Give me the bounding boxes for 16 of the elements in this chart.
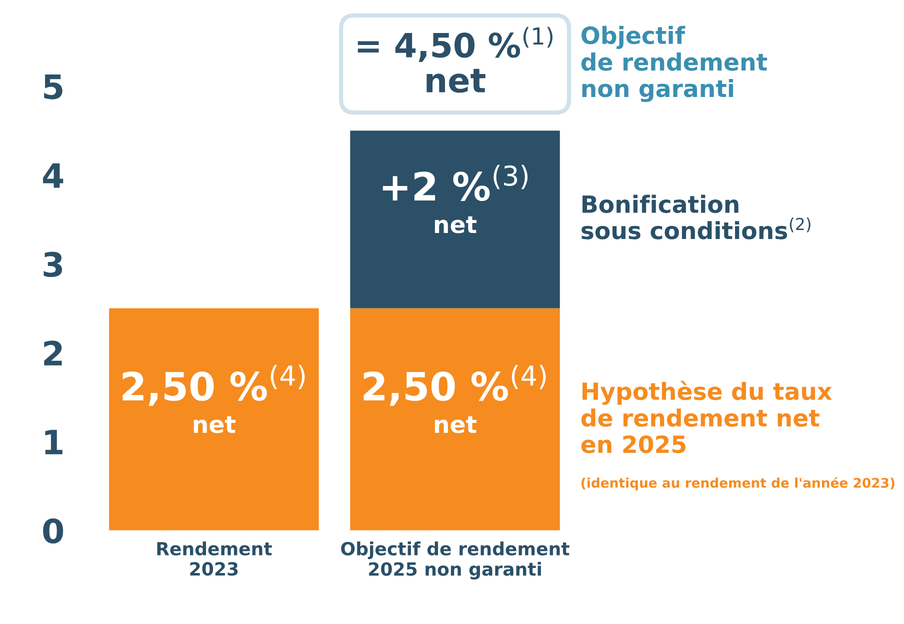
series-label: Hypothèse du taux de rendement net en 2025 xyxy=(581,380,832,454)
y-tick-label: 3 xyxy=(44,252,62,278)
text: 2,50 %$^{(4)}$ net xyxy=(364,364,546,434)
series-label: Bonification sous conditions$^{(2)}$ xyxy=(582,194,810,240)
y-tick-label: 0 xyxy=(43,518,64,544)
y-tick-label: 5 xyxy=(44,74,62,100)
text: = 4,50 %$^{(1)}$ net xyxy=(358,26,552,93)
data-label: +2 %$^{(3)}$ net xyxy=(382,164,528,234)
text: (identique au rendement de l'année 2023) xyxy=(582,477,894,490)
text: Objectif de rendement non garanti xyxy=(581,26,768,102)
y-tick-label: 2 xyxy=(44,340,62,366)
x-tick-label: Rendement 2023 xyxy=(157,542,272,576)
x-tick-label: Objectif de rendement 2025 non garanti xyxy=(341,542,570,580)
y-tick-label: 4 xyxy=(43,163,64,188)
y-tick-label: 1 xyxy=(45,430,62,454)
text: 2,50 %$^{(4)}$ net xyxy=(122,364,305,434)
